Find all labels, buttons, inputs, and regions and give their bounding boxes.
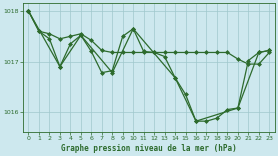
X-axis label: Graphe pression niveau de la mer (hPa): Graphe pression niveau de la mer (hPa) — [61, 144, 237, 153]
